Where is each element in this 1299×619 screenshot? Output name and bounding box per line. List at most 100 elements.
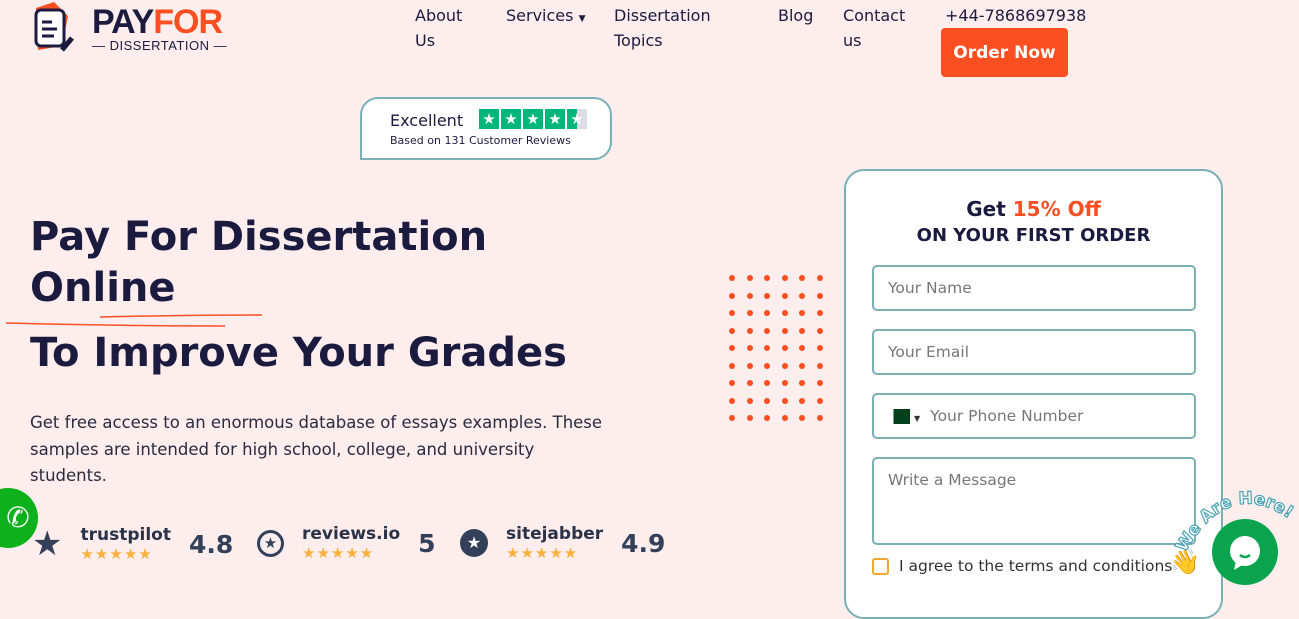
review-sitejabber[interactable]: ★ sitejabber ★★★★★ 4.9 — [460, 524, 665, 562]
dot — [816, 292, 823, 299]
dot — [729, 327, 735, 334]
dot — [764, 327, 770, 334]
dot — [729, 380, 735, 386]
country-flag-dropdown[interactable] — [888, 409, 910, 424]
phone-input[interactable]: ▼ Your Phone Number — [872, 393, 1196, 439]
dot — [746, 362, 753, 369]
reviewsio-icon: ★ — [257, 529, 284, 557]
dot — [781, 415, 788, 421]
dot — [781, 345, 788, 351]
star-icon: ★ — [523, 109, 543, 129]
dot — [764, 380, 770, 386]
review-score: 5 — [418, 528, 436, 558]
hero-title-line1: Pay For Dissertation — [30, 214, 488, 260]
review-trustpilot[interactable]: ★ trustpilot ★★★★★ 4.8 — [32, 524, 233, 564]
order-now-button[interactable]: Order Now — [941, 28, 1068, 77]
sitejabber-icon: ★ — [460, 529, 488, 557]
dot — [764, 362, 770, 369]
dot — [764, 292, 770, 299]
chat-button[interactable] — [1212, 519, 1278, 585]
nav-blog[interactable]: Blog — [778, 6, 814, 25]
review-site-name: sitejabber — [506, 524, 604, 544]
star-icon: ★ — [479, 109, 499, 129]
logo-icon — [34, 2, 74, 52]
dot — [781, 380, 788, 386]
dot — [799, 362, 805, 369]
hero-description: Get free access to an enormous database … — [30, 413, 603, 485]
dot — [729, 362, 735, 369]
dot — [816, 362, 823, 369]
form-title: Get 15% Off — [966, 197, 1101, 221]
dot — [816, 380, 823, 386]
dot — [764, 397, 770, 404]
dot — [816, 310, 823, 316]
nav-services[interactable]: Services ▼ — [506, 6, 586, 25]
waving-hand-icon: 👋 — [1170, 548, 1200, 576]
dot — [799, 292, 805, 299]
discount-form: Get 15% Off ON YOUR FIRST ORDER Your Nam… — [844, 169, 1223, 619]
nav-contact[interactable]: Contact us — [843, 6, 906, 50]
logo-subtext: — DISSERTATION — — [92, 38, 228, 53]
name-input[interactable]: Your Name — [872, 265, 1196, 311]
dot — [746, 292, 753, 299]
caret-down-icon: ▼ — [578, 14, 586, 24]
terms-label: I agree to the terms and conditions — [899, 557, 1173, 575]
star-icon: ★ — [501, 109, 521, 129]
dot — [746, 310, 753, 316]
chat-bubble-icon — [1230, 536, 1260, 570]
dot — [781, 310, 788, 316]
rating-stars: ★★★★★ — [506, 544, 579, 562]
half-star-icon: ★ — [567, 109, 587, 129]
star-icon: ★ — [545, 109, 565, 129]
dot — [781, 397, 788, 404]
trustpilot-star-icon: ★ — [32, 524, 63, 564]
nav-phone[interactable]: +44-7868697938 — [945, 6, 1087, 25]
review-score: 4.9 — [621, 528, 666, 558]
dot — [816, 397, 823, 404]
dot — [746, 380, 753, 386]
dot — [781, 292, 788, 299]
trustpilot-badge[interactable]: Excellent ★ ★ ★ ★ ★ Based on 131 Customer Re… — [360, 97, 612, 160]
whatsapp-icon: ✆ — [6, 501, 30, 534]
dot — [816, 275, 823, 281]
review-reviewsio[interactable]: ★ reviews.io ★★★★★ 5 — [257, 524, 436, 562]
dot — [781, 275, 788, 281]
rating-word: Excellent — [390, 111, 464, 130]
dot — [816, 327, 823, 334]
email-input[interactable]: Your Email — [872, 329, 1196, 375]
dot — [764, 310, 770, 316]
dot — [799, 345, 805, 351]
logo-text[interactable]: PAYFOR — [92, 3, 223, 41]
rating-stars: ★★★★★ — [80, 545, 153, 563]
hero-title-line2: Online — [30, 265, 176, 311]
message-textarea[interactable]: Write a Message — [872, 457, 1196, 545]
review-score: 4.8 — [188, 529, 234, 559]
underline-decoration — [5, 314, 263, 327]
dot — [799, 380, 805, 386]
dot — [781, 327, 788, 334]
terms-checkbox-row[interactable]: I agree to the terms and conditions — [872, 557, 1172, 575]
dot — [799, 275, 805, 281]
dot — [729, 310, 735, 316]
dot — [746, 327, 753, 334]
review-count: Based on 131 Customer Reviews — [390, 134, 571, 147]
dot — [729, 292, 735, 299]
dot — [799, 415, 805, 421]
review-site-name: reviews.io — [302, 524, 401, 544]
rating-stars: ★★★★★ — [302, 544, 375, 562]
terms-checkbox[interactable] — [872, 557, 889, 575]
dot — [746, 345, 753, 351]
dot — [729, 345, 735, 351]
dot — [746, 275, 753, 281]
dot — [764, 415, 770, 421]
nav-about[interactable]: About Us — [415, 6, 463, 50]
nav-dissertation-topics[interactable]: Dissertation Topics — [614, 6, 711, 50]
dot — [746, 397, 753, 404]
dot — [764, 345, 770, 351]
dot — [781, 362, 788, 369]
dot — [729, 397, 735, 404]
trustpilot-stars: ★ ★ ★ ★ ★ — [479, 109, 587, 129]
dot — [799, 310, 805, 316]
dot — [729, 415, 735, 421]
dot — [729, 275, 735, 281]
